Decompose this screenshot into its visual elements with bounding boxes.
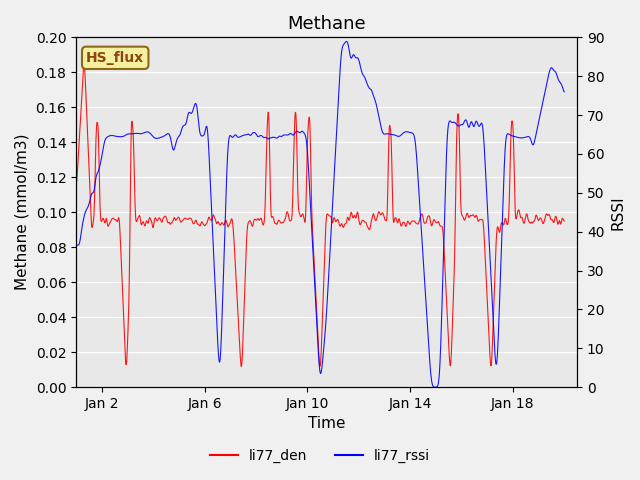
Y-axis label: Methane (mmol/m3): Methane (mmol/m3) <box>15 134 30 290</box>
Y-axis label: RSSI: RSSI <box>610 195 625 229</box>
Legend: li77_den, li77_rssi: li77_den, li77_rssi <box>204 443 436 468</box>
X-axis label: Time: Time <box>308 417 346 432</box>
Text: HS_flux: HS_flux <box>86 51 144 65</box>
Title: Methane: Methane <box>287 15 366 33</box>
